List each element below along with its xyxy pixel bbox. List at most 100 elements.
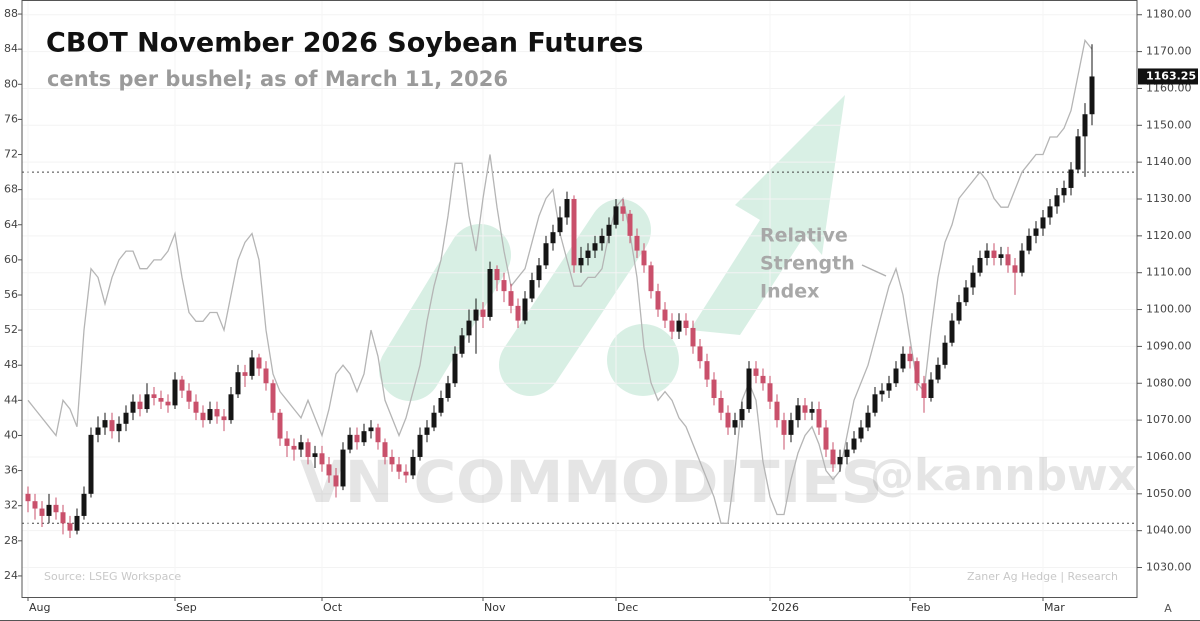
candle-body	[74, 515, 80, 531]
candle-body	[914, 361, 920, 384]
candle-body	[508, 291, 514, 306]
y-tick-label: 1060.00	[1146, 450, 1192, 463]
candle-body	[445, 383, 451, 398]
last-price-box	[1138, 68, 1198, 85]
candle-body	[487, 269, 493, 317]
candle-body	[270, 383, 276, 413]
y-tick-label: 1160.00	[1146, 81, 1192, 94]
candle-body	[865, 412, 871, 428]
axes: 1030.00 1040.00 1050.00 1060.00 1070.00 1080.…	[4, 7, 1198, 614]
source: Source: LSEG Workspace	[44, 570, 181, 583]
y2-tick-label: 72	[4, 148, 18, 161]
candle-body	[599, 235, 605, 244]
candle-body	[347, 434, 353, 450]
candle-body	[1005, 254, 1011, 266]
candle-body	[81, 493, 87, 516]
candle-body	[459, 335, 465, 354]
chart-subtitle: cents per bushel; as of March 11, 2026	[47, 67, 508, 91]
candle-body	[711, 379, 717, 398]
candle-body	[746, 368, 752, 410]
candle-body	[949, 320, 955, 343]
candle-body	[830, 449, 836, 465]
candle-body	[774, 401, 780, 421]
candle-body	[676, 320, 682, 332]
candle-body	[1040, 217, 1046, 229]
chart-title: CBOT November 2026 Soybean Futures	[46, 28, 643, 59]
candle-body	[879, 390, 885, 395]
candle-body	[102, 420, 108, 428]
candle-body	[452, 353, 458, 384]
y-tick-label: 1170.00	[1146, 45, 1192, 58]
candle-body	[39, 508, 45, 516]
y-tick-label: 1030.00	[1146, 561, 1192, 574]
candle-body	[788, 420, 794, 435]
candle-body	[655, 291, 661, 310]
candle-body	[704, 361, 710, 380]
y2-tick-label: 76	[4, 112, 18, 125]
y2-tick-label: 64	[4, 218, 18, 231]
candle-body	[46, 504, 52, 516]
candle-body	[809, 409, 815, 413]
candle-body	[725, 412, 731, 428]
candle-body	[368, 427, 374, 432]
candle-body	[151, 394, 157, 398]
annotation: Relative	[760, 225, 848, 247]
candle-body	[375, 427, 381, 443]
candle-body	[389, 456, 395, 465]
candle-body	[340, 449, 346, 487]
candle-body	[25, 493, 31, 502]
y-tick-label: 1080.00	[1146, 376, 1192, 389]
candle-body	[312, 453, 318, 457]
candle-body	[851, 438, 857, 450]
watermark-text: VN COMMODITIES	[300, 448, 883, 516]
candle-body	[872, 394, 878, 413]
candle-body	[907, 353, 913, 362]
candle-body	[592, 243, 598, 251]
x-tick-label: Sep	[176, 601, 197, 614]
candle-body	[123, 412, 129, 424]
y2-tick-label: 48	[4, 358, 18, 371]
candle-body	[1082, 114, 1088, 137]
candle-body	[963, 287, 969, 303]
y-tick-label: 1100.00	[1146, 303, 1192, 316]
candle-body	[585, 250, 591, 258]
watermark: VN COMMODITIES @kannbwx	[300, 448, 1136, 516]
candle-body	[186, 390, 192, 402]
candle-body	[221, 416, 227, 421]
plot-frame	[21, 0, 1138, 598]
corner-icon[interactable]: A	[1164, 602, 1172, 615]
candle-body	[648, 265, 654, 292]
y2-tick-label: 32	[4, 499, 18, 512]
candle-body	[501, 280, 507, 292]
y-tick-label: 1050.00	[1146, 487, 1192, 500]
candle-body	[277, 412, 283, 439]
candle-body	[326, 464, 332, 476]
candle-body	[606, 224, 612, 236]
candle-body	[480, 309, 486, 317]
candle-body	[634, 235, 640, 251]
candle-body	[116, 423, 122, 432]
candle-body	[844, 449, 850, 457]
candle-body	[1033, 228, 1039, 236]
logo-arrow	[690, 95, 845, 335]
candle-body	[473, 309, 479, 321]
candle-body	[928, 379, 934, 398]
candle-body	[1019, 250, 1025, 273]
y-tick-label: 1040.00	[1146, 524, 1192, 537]
candle-body	[620, 206, 626, 214]
plot	[25, 38, 1095, 539]
candle-body	[165, 401, 171, 406]
candle-body	[298, 442, 304, 450]
y2-tick-label: 88	[4, 7, 18, 20]
candle-body	[515, 305, 521, 321]
candle-body	[207, 409, 213, 421]
candle-body	[823, 427, 829, 450]
candle-body	[718, 398, 724, 413]
y2-tick-label: 56	[4, 288, 18, 301]
candle-body	[956, 302, 962, 321]
candle-body	[53, 504, 59, 513]
y-tick-label: 1120.00	[1146, 229, 1192, 242]
candle-body	[921, 383, 927, 398]
y2-tick-label: 60	[4, 253, 18, 266]
